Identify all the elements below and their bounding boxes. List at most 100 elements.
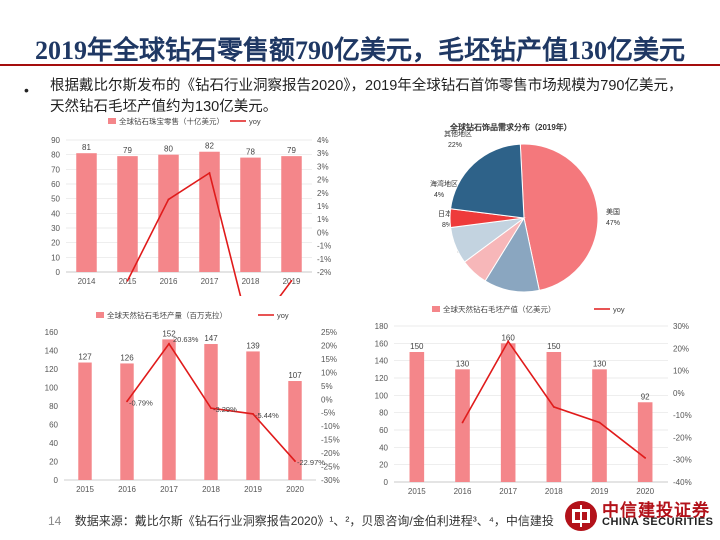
legend-swatch-bar xyxy=(432,306,440,312)
bar-data-label: 152 xyxy=(162,329,176,338)
y-right-tick-label: 4% xyxy=(317,136,329,145)
legend-label-line: yoy xyxy=(613,305,625,314)
y-right-tick-label: 1% xyxy=(317,215,329,224)
yoy-point xyxy=(208,172,211,174)
y-right-tick-label: 5% xyxy=(321,382,333,391)
y-left-tick-label: 120 xyxy=(375,374,389,383)
rough-value-chart-panel: 全球天然钻石毛坯产值（亿美元） yoy 0 20 40 60 80 100 120 140 160 1… xyxy=(364,300,710,504)
bar-data-label: 79 xyxy=(123,146,132,155)
yoy-point xyxy=(552,405,555,408)
bar-data-label: 79 xyxy=(287,146,296,155)
yoy-point xyxy=(644,457,647,459)
rough-volume-chart-panel: 全球天然钻石毛坯产量（百万克拉） yoy 0 20 40 60 80 100 120 140 160… xyxy=(34,304,358,502)
bar xyxy=(78,362,92,480)
y-right-tick-label: 15% xyxy=(321,355,337,364)
y-left-tick-label: 20 xyxy=(379,461,388,470)
y-right-tick-label: 2% xyxy=(317,176,329,185)
bar-data-label: 81 xyxy=(82,143,91,152)
y-left-tick-label: 0 xyxy=(54,476,59,485)
brand-name-en: CHINA SECURITIES xyxy=(602,516,714,528)
y-right-tick-label: -40% xyxy=(673,478,692,487)
yoy-point xyxy=(461,421,464,424)
y-right-tick-label: 2% xyxy=(317,189,329,198)
yoy-data-label: -3.29% xyxy=(213,405,237,414)
retail-legend: 全球钻石珠宝零售（十亿美元） yoy xyxy=(108,116,261,126)
y-right-tick-label: -15% xyxy=(321,436,340,445)
y-right-tick-label: -10% xyxy=(673,411,692,420)
bar xyxy=(592,369,607,482)
rough_volume-legend: 全球天然钻石毛坯产量（百万克拉） yoy xyxy=(96,310,289,320)
y-left-tick-label: 20 xyxy=(51,239,60,248)
y-left-tick-label: 160 xyxy=(45,328,59,337)
x-tick-label: 2018 xyxy=(242,277,260,286)
y-left-tick-label: 30 xyxy=(51,224,60,233)
bar-data-label: 150 xyxy=(547,342,561,351)
y-right-tick-label: 30% xyxy=(673,322,689,331)
bar xyxy=(199,151,220,272)
x-tick-label: 2017 xyxy=(499,487,517,496)
yoy-point xyxy=(126,279,129,282)
y-right-tick-label: 10% xyxy=(673,367,689,376)
y-right-tick-label: 20% xyxy=(673,344,689,353)
x-tick-label: 2016 xyxy=(118,485,136,494)
bar xyxy=(240,157,261,272)
retail-chart-panel: 全球钻石珠宝零售（十亿美元） yoy 0 10 20 30 40 50 60 70 80 90 -2% -… xyxy=(34,112,350,296)
y-left-tick-label: 70 xyxy=(51,165,60,174)
bar-data-label: 130 xyxy=(456,359,470,368)
y-right-tick-label: -2% xyxy=(317,268,331,277)
x-tick-label: 2015 xyxy=(408,487,426,496)
bar-data-label: 160 xyxy=(501,333,515,342)
pie-slice-label: 美国 xyxy=(606,207,620,216)
y-left-tick-label: 40 xyxy=(49,439,58,448)
y-right-tick-label: 25% xyxy=(321,328,337,337)
brand-logo: 中信建投证券 CHINA SECURITIES xyxy=(560,496,720,536)
page-title: 2019年全球钻石零售额790亿美元，毛坯钻产值130亿美元 xyxy=(34,36,685,65)
y-right-tick-label: 0% xyxy=(317,228,329,237)
y-left-tick-label: 10 xyxy=(51,253,60,262)
yoy-point xyxy=(168,342,170,345)
x-tick-label: 2020 xyxy=(286,485,304,494)
summary-bullet: 根据戴比尔斯发布的《钻石行业洞察报告2020》，2019年全球钻石首饰零售市场规… xyxy=(50,78,683,115)
y-right-tick-label: 0% xyxy=(673,389,685,398)
y-right-tick-label: -30% xyxy=(673,456,692,465)
y-left-tick-label: 60 xyxy=(51,180,60,189)
legend-swatch-bar xyxy=(108,118,116,124)
rough_value-legend: 全球天然钻石毛坯产值（亿美元） yoy xyxy=(432,304,625,314)
y-right-tick-label: -10% xyxy=(321,422,340,431)
legend-label-line: yoy xyxy=(277,311,289,320)
y-right-tick-label: 0% xyxy=(321,395,333,404)
x-tick-label: 2014 xyxy=(78,277,96,286)
bar-data-label: 150 xyxy=(410,342,424,351)
y-left-tick-label: 0 xyxy=(384,478,389,487)
yoy-data-label: -0.79% xyxy=(129,398,153,407)
y-left-tick-label: 120 xyxy=(45,365,59,374)
yoy-point xyxy=(598,421,601,424)
x-tick-label: 2017 xyxy=(201,277,219,286)
bar xyxy=(637,402,653,482)
bar-data-label: 107 xyxy=(288,371,302,380)
y-left-tick-label: 60 xyxy=(49,421,58,430)
bar-data-label: 130 xyxy=(593,359,607,368)
x-tick-label: 2018 xyxy=(202,485,220,494)
y-right-tick-label: -1% xyxy=(317,255,331,264)
legend-label-bar: 全球天然钻石毛坯产值（亿美元） xyxy=(443,304,556,314)
pie-slice-label: 海湾地区 xyxy=(430,179,458,188)
demand-pie-panel: 全球钻石饰品需求分布（2019年）美国47%中国印度6%日本8%海湾地区4%其他… xyxy=(410,114,710,300)
y-left-tick-label: 160 xyxy=(375,339,389,348)
yoy-point xyxy=(210,407,212,410)
pie-slice-label: 其他地区 xyxy=(444,129,472,138)
source-note: 数据来源：戴比尔斯《钻石行业洞察报告2020》¹、²，贝恩咨询/金伯利进程³、⁴… xyxy=(74,514,554,528)
bar-data-label: 78 xyxy=(246,148,255,157)
bar-data-label: 147 xyxy=(204,334,218,343)
x-tick-label: 2016 xyxy=(160,277,178,286)
x-tick-label: 2020 xyxy=(636,487,654,496)
y-left-tick-label: 80 xyxy=(51,151,60,160)
yoy-data-label: -5.44% xyxy=(255,411,279,420)
pie-slice-pct: 22% xyxy=(448,142,462,149)
y-left-tick-label: 20 xyxy=(49,458,58,467)
y-right-tick-label: -30% xyxy=(321,476,340,485)
y-right-tick-label: -25% xyxy=(321,463,340,472)
y-left-tick-label: 80 xyxy=(49,402,58,411)
retail-svg: 全球钻石珠宝零售（十亿美元） yoy 0 10 20 30 40 50 60 70 80 90 -2% -… xyxy=(51,116,331,296)
legend-label-line: yoy xyxy=(249,117,261,126)
